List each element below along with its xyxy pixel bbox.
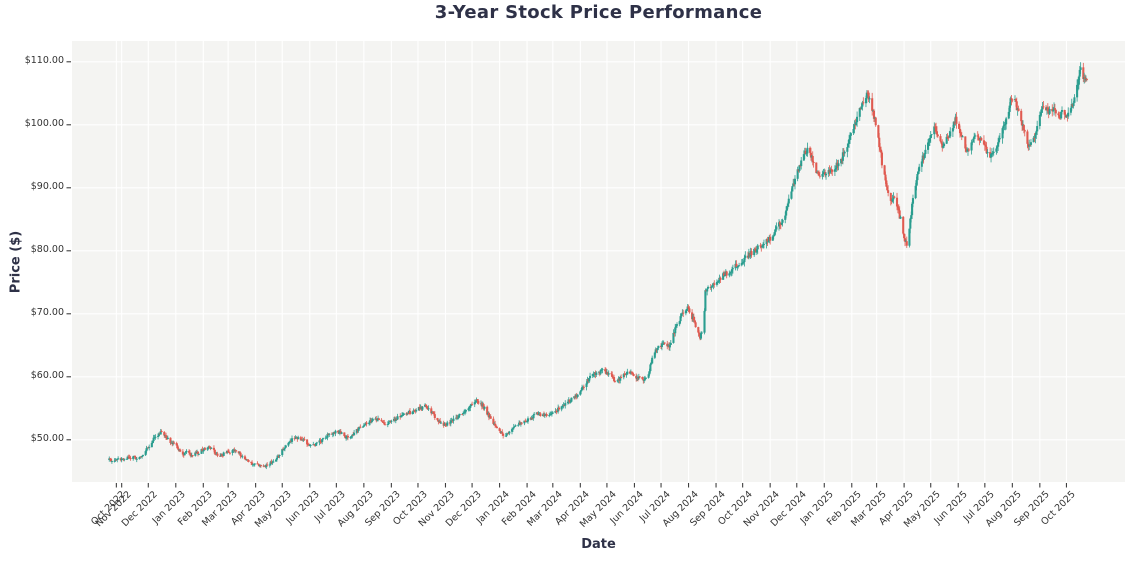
chart-title: 3-Year Stock Price Performance xyxy=(434,2,763,23)
y-tick-label: $80.00 xyxy=(30,244,64,256)
y-axis-label: Price ($) xyxy=(8,230,24,294)
y-tick-label: $110.00 xyxy=(24,55,64,67)
y-tick-label: $60.00 xyxy=(30,370,64,382)
y-tick-label: $90.00 xyxy=(30,181,64,193)
x-axis-label: Date xyxy=(581,537,616,552)
y-tick-label: $70.00 xyxy=(30,307,64,319)
y-tick-label: $100.00 xyxy=(24,118,64,130)
y-tick-label: $50.00 xyxy=(30,433,64,445)
